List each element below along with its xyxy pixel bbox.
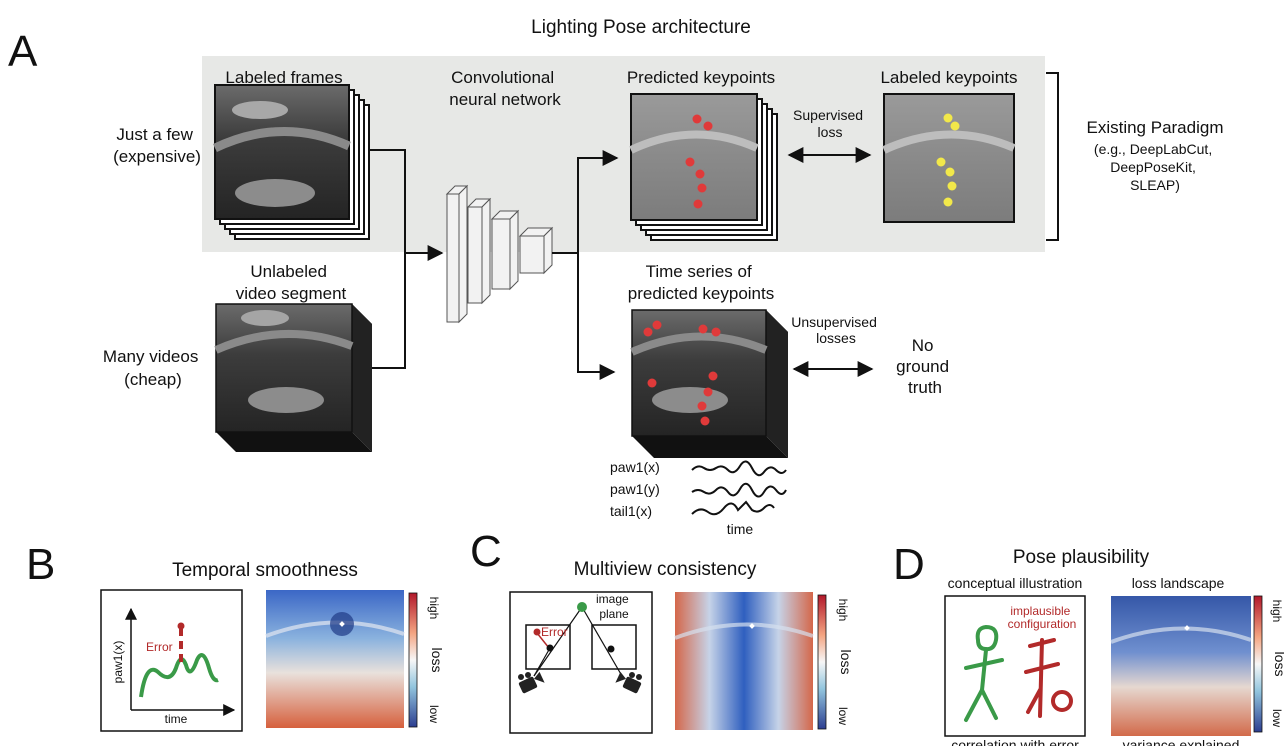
predicted-frame-stack	[629, 93, 778, 241]
no-ground-truth-label: No ground truth	[896, 336, 954, 397]
time-series-label: Time series of predicted keypoints	[628, 262, 774, 303]
trace-paw1y	[691, 482, 787, 498]
unlabeled-video-label: Unlabeled video segment	[236, 262, 347, 303]
temporal-colorbar-low: low	[427, 705, 441, 723]
trace-label-paw1x: paw1(x)	[610, 459, 660, 475]
cnn-diagram	[445, 184, 554, 324]
unsupervised-losses-label: Unsupervised losses	[791, 314, 881, 346]
labeled-keypoints	[936, 113, 960, 207]
multiview-illustration-box	[509, 591, 653, 734]
unlabeled-to-cnn-arrow	[370, 253, 406, 369]
labeled-keypoints-label: Labeled keypoints	[880, 68, 1017, 87]
loss-landscape-label: loss landscape	[1132, 575, 1225, 591]
temporal-smoothness-title: Temporal smoothness	[172, 560, 358, 581]
image-plane-right	[591, 624, 637, 670]
trace-label-tail1x: tail1(x)	[610, 503, 652, 519]
panel-label-d: D	[893, 540, 925, 589]
conceptual-illustration-label: conceptual illustration	[948, 575, 1083, 591]
multiview-loss-map	[675, 592, 813, 730]
unlabeled-video-cube	[214, 303, 372, 452]
panel-label-b: B	[26, 540, 55, 589]
many-videos-label: Many videos (cheap)	[103, 347, 203, 389]
temporal-trace	[139, 653, 219, 698]
multiview-title: Multiview consistency	[574, 559, 757, 580]
multiview-colorbar-high: high	[836, 599, 850, 622]
variance-label: variance explained	[1123, 737, 1240, 746]
panel-label-a: A	[8, 27, 38, 76]
predicted-keypoints-label: Predicted keypoints	[627, 68, 775, 87]
paradigm-examples: (e.g., DeepLabCut, DeepPoseKit, SLEAP)	[1094, 141, 1216, 193]
camera-right-icon	[615, 671, 642, 694]
cnn-label: Convolutional neural network	[449, 68, 561, 109]
correlation-label: correlation with error	[951, 737, 1079, 746]
pose-plausibility-title: Pose plausibility	[1013, 547, 1150, 568]
cnn-to-timeseries-arrow	[577, 253, 616, 380]
time-series-keypoints	[643, 320, 721, 426]
plausible-pose-figure	[964, 624, 1004, 722]
labeled-frame-stack	[213, 84, 370, 240]
supervised-loss-label: Supervised loss	[793, 107, 867, 140]
labeled-frames-label: Labeled frames	[225, 68, 342, 87]
image-plane-label: image plane	[596, 592, 632, 621]
camera-left-icon	[518, 671, 545, 694]
figure-title: Lighting Pose architecture	[531, 17, 751, 38]
labeled-to-cnn-arrow	[370, 149, 444, 261]
trace-time-label: time	[727, 521, 754, 537]
panel-label-c: C	[470, 527, 502, 576]
pose-colorbar-high: high	[1270, 600, 1284, 623]
multiview-colorbar-label: loss	[838, 650, 854, 675]
predicted-keypoints	[685, 114, 713, 209]
multiview-error-label: Error	[541, 625, 568, 639]
just-a-few-label: Just a few (expensive)	[113, 125, 201, 166]
paradigm-bracket	[1046, 72, 1059, 241]
multiview-colorbar	[817, 594, 827, 730]
existing-paradigm-label: Existing Paradigm	[1086, 118, 1223, 137]
temporal-y-label: paw1(x)	[111, 641, 125, 684]
temporal-colorbar	[408, 592, 418, 728]
pose-colorbar	[1253, 595, 1263, 733]
implausible-label: implausible configuration	[1008, 604, 1077, 631]
multiview-colorbar-low: low	[836, 707, 850, 725]
pose-colorbar-label: loss	[1272, 652, 1284, 677]
trace-label-paw1y: paw1(y)	[610, 481, 660, 497]
pose-loss-map	[1111, 596, 1251, 736]
trace-tail1x	[691, 500, 775, 516]
temporal-error-label: Error	[146, 640, 173, 654]
trace-paw1x	[691, 460, 787, 477]
implausible-pose-figure	[1024, 638, 1073, 718]
multiview-3d-point	[577, 602, 587, 612]
multiview-error-point	[533, 628, 541, 636]
temporal-colorbar-high: high	[427, 597, 441, 620]
image-plane-left	[525, 624, 571, 670]
temporal-illustration-box	[100, 589, 243, 732]
temporal-x-label: time	[165, 712, 188, 726]
pose-colorbar-low: low	[1270, 709, 1284, 727]
temporal-colorbar-label: loss	[429, 648, 445, 673]
temporal-loss-map	[266, 590, 404, 728]
cnn-to-predicted-arrow	[552, 150, 619, 254]
temporal-error-point	[177, 622, 185, 630]
